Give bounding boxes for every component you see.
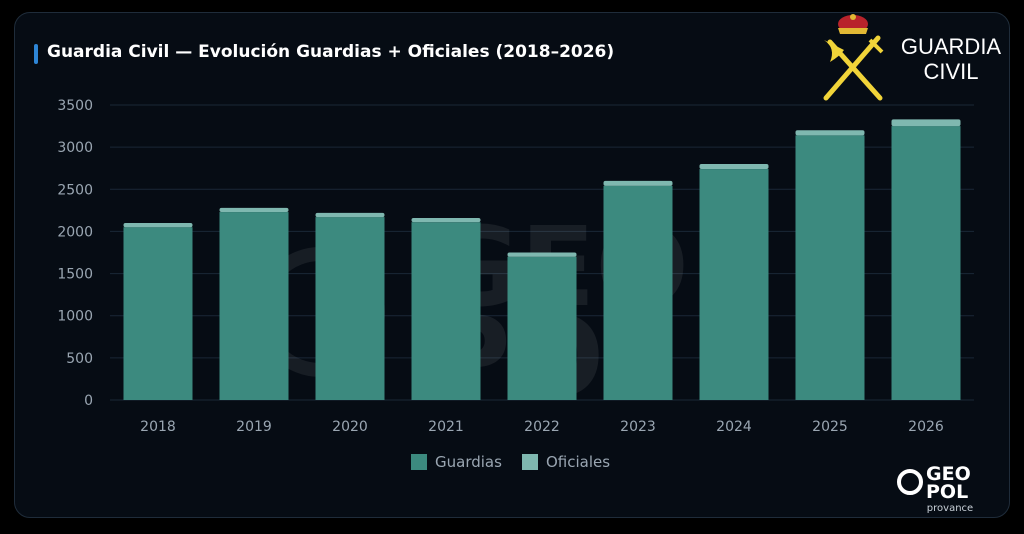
y-axis: 0 500 1000 1500 2000 2500 3000 3500 [57,98,93,409]
x-tick-label: 2022 [524,419,560,435]
x-tick-label: 2020 [332,419,368,435]
y-tick-label: 2000 [57,224,93,240]
guardia-civil-logo-text: GUARDIA CIVIL [896,34,1006,84]
x-tick-label: 2018 [140,419,176,435]
bar-guardias-2024 [699,169,769,400]
logo-line-2: CIVIL [923,59,979,84]
bars [123,119,961,401]
y-tick-label: 1000 [57,309,93,325]
bar-oficiales-2019 [219,207,289,213]
bar-oficiales-2021 [411,217,481,223]
x-tick-label: 2023 [620,419,656,435]
x-tick-label: 2021 [428,419,464,435]
bar-oficiales-2023 [603,180,673,186]
guardia-civil-emblem-icon [823,14,884,101]
y-tick-label: 3500 [57,98,93,114]
bar-oficiales-2018 [123,223,193,228]
legend: Guardias Oficiales [411,453,610,471]
x-tick-label: 2026 [908,419,944,435]
geopol-logo: GEO POL provance [897,463,973,514]
bar-guardias-2025 [795,135,865,401]
title-accent-bar [34,44,38,64]
legend-swatch-oficiales [522,454,538,470]
bar-guardias-2022 [507,256,577,400]
corner-logo-sub: provance [927,503,973,514]
y-tick-label: 500 [66,351,93,367]
legend-label-oficiales: Oficiales [546,453,610,471]
bar-guardias-2026 [891,126,961,401]
x-tick-label: 2019 [236,419,272,435]
bar-oficiales-2026 [891,119,961,127]
legend-label-guardias: Guardias [435,453,502,471]
corner-logo-line-2: POL [926,481,968,503]
bar-guardias-2018 [123,227,193,400]
bar-guardias-2020 [315,217,385,400]
bar-oficiales-2025 [795,130,865,136]
legend-swatch-guardias [411,454,427,470]
bar-guardias-2023 [603,185,673,400]
corner-logo-line-1: GEO [926,463,971,485]
logo-line-1: GUARDIA [900,34,1002,59]
geopol-mark-icon [897,469,923,495]
bar-oficiales-2024 [699,164,769,170]
x-tick-label: 2024 [716,419,752,435]
bar-oficiales-2022 [507,252,577,257]
x-axis: 2018 2019 2020 2021 2022 2023 2024 2025 2026 [140,419,944,435]
y-tick-label: 2500 [57,182,93,198]
bar-oficiales-2020 [315,212,385,218]
y-tick-label: 1500 [57,267,93,283]
y-tick-label: 0 [84,393,93,409]
chart-title: Guardia Civil — Evolución Guardias + Ofi… [47,42,615,62]
bar-guardias-2019 [219,212,289,400]
x-tick-label: 2025 [812,419,848,435]
bar-guardias-2021 [411,222,481,400]
y-tick-label: 3000 [57,140,93,156]
